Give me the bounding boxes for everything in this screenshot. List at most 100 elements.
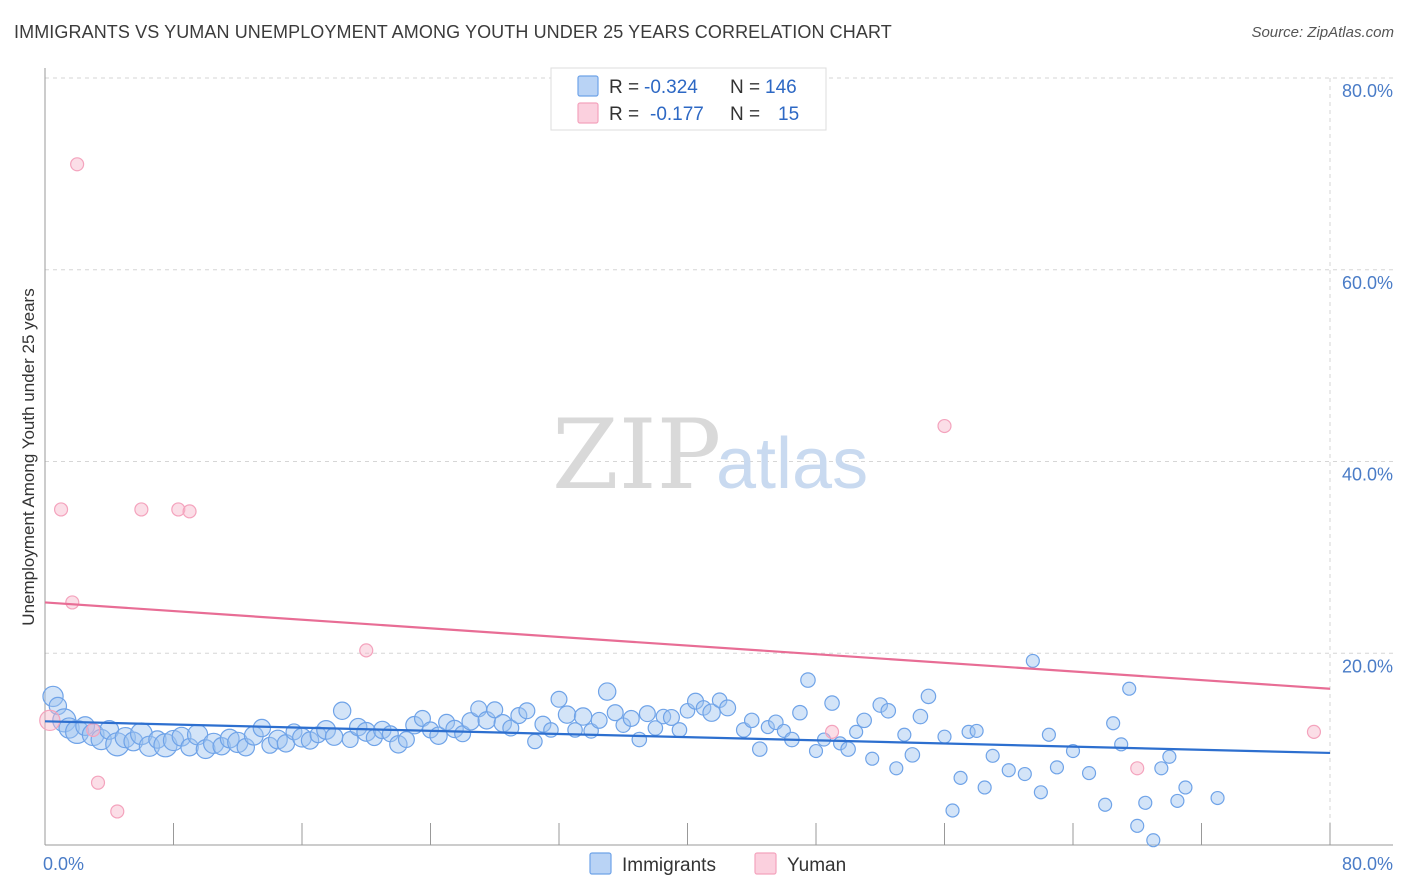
y-tick-label-2: 60.0% bbox=[1342, 273, 1393, 293]
immigrants-point-78 bbox=[662, 708, 680, 727]
yuman-point-12 bbox=[937, 418, 952, 434]
y-axis-title: Unemployment Among Youth under 25 years bbox=[19, 288, 38, 625]
chart-title: IMMIGRANTS VS YUMAN UNEMPLOYMENT AMONG Y… bbox=[14, 22, 892, 42]
yuman-point-10 bbox=[359, 643, 374, 658]
legend-n-value-1: 146 bbox=[765, 77, 797, 98]
immigrants-point-47 bbox=[413, 709, 431, 727]
immigrants-point-36 bbox=[324, 727, 344, 746]
legend-r-label-1: R = bbox=[609, 77, 639, 98]
bottom-legend-swatch-yuman bbox=[754, 852, 777, 875]
x-tick-label-max: 80.0% bbox=[1342, 854, 1393, 874]
legend-swatch-yuman bbox=[577, 102, 599, 124]
immigrants-point-136 bbox=[1146, 833, 1161, 848]
immigrants-point-106 bbox=[897, 727, 912, 742]
immigrants-point-25 bbox=[236, 737, 256, 757]
immigrants-point-116 bbox=[985, 748, 1000, 763]
immigrants-point-110 bbox=[937, 729, 952, 744]
immigrants-point-0 bbox=[42, 685, 64, 708]
immigrants-point-59 bbox=[510, 707, 528, 725]
immigrants-point-51 bbox=[445, 719, 464, 739]
immigrants-point-56 bbox=[486, 701, 504, 719]
yuman-point-4 bbox=[86, 722, 101, 738]
legend-r-value-2: -0.177 bbox=[650, 104, 704, 125]
yuman-point-14 bbox=[1306, 724, 1322, 739]
legend-r-label-2: R = bbox=[609, 104, 639, 125]
legend-top: R = -0.324 N = 146 R = -0.177 N = 15 bbox=[550, 67, 827, 131]
legend-n-label-1: N = bbox=[730, 77, 760, 98]
immigrants-point-67 bbox=[573, 707, 593, 726]
immigrants-point-126 bbox=[1106, 716, 1121, 731]
y-tick-label-1: 40.0% bbox=[1342, 465, 1393, 485]
yuman-point-1 bbox=[53, 502, 69, 517]
immigrants-point-115 bbox=[977, 780, 992, 795]
immigrants-point-62 bbox=[534, 715, 552, 733]
immigrants-point-22 bbox=[212, 737, 231, 756]
immigrants-point-33 bbox=[300, 731, 320, 750]
immigrants-point-79 bbox=[671, 722, 688, 738]
y-tick-label-0: 20.0% bbox=[1342, 656, 1393, 676]
immigrants-point-40 bbox=[356, 721, 377, 742]
immigrants-point-108 bbox=[912, 708, 929, 725]
source-credit: Source: ZipAtlas.com bbox=[1251, 24, 1394, 41]
bottom-legend-label-immigrants: Immigrants bbox=[622, 855, 716, 876]
immigrants-point-97 bbox=[824, 695, 840, 711]
immigrants-point-131 bbox=[1154, 761, 1169, 776]
bottom-legend-swatch-immigrants bbox=[589, 852, 612, 875]
watermark: ZIP atlas bbox=[552, 399, 868, 511]
immigrants-point-114 bbox=[969, 723, 984, 738]
bottom-legend-label-yuman: Yuman bbox=[787, 855, 846, 876]
yuman-point-3 bbox=[70, 157, 85, 172]
immigrants-point-124 bbox=[1081, 766, 1097, 781]
immigrants-point-71 bbox=[606, 704, 624, 722]
axes bbox=[44, 68, 1393, 846]
yuman-point-13 bbox=[1130, 761, 1145, 776]
yuman-point-9 bbox=[182, 504, 197, 519]
immigrants-point-133 bbox=[1170, 793, 1185, 808]
immigrants-point-99 bbox=[840, 741, 856, 757]
immigrants-point-109 bbox=[920, 688, 937, 705]
immigrants-point-112 bbox=[953, 770, 968, 785]
immigrants-point-94 bbox=[800, 672, 816, 688]
yuman-point-2 bbox=[65, 595, 80, 610]
immigrants-point-70 bbox=[597, 682, 617, 701]
watermark-zip: ZIP bbox=[552, 399, 721, 511]
legend-r-value-1: -0.324 bbox=[644, 77, 698, 98]
immigrants-point-69 bbox=[590, 711, 608, 729]
immigrants-point-74 bbox=[631, 731, 648, 748]
immigrants-point-107 bbox=[904, 747, 921, 763]
watermark-atlas: atlas bbox=[716, 424, 868, 504]
immigrants-point-129 bbox=[1130, 818, 1145, 833]
immigrants-point-135 bbox=[1210, 790, 1225, 806]
immigrants-point-111 bbox=[945, 803, 960, 818]
immigrants-point-88 bbox=[751, 741, 768, 757]
x-tick-labels: 0.0% 80.0% bbox=[43, 854, 1393, 874]
immigrants-point-101 bbox=[856, 712, 872, 729]
yuman-point-7 bbox=[134, 502, 149, 517]
immigrants-point-119 bbox=[1025, 653, 1040, 669]
immigrants-point-73 bbox=[622, 709, 640, 727]
immigrants-point-85 bbox=[719, 699, 737, 717]
immigrants-point-37 bbox=[332, 701, 352, 721]
immigrants-point-27 bbox=[252, 718, 272, 738]
immigrants-point-45 bbox=[397, 731, 415, 749]
immigrants-point-100 bbox=[849, 724, 864, 739]
immigrants-point-44 bbox=[389, 735, 408, 754]
y-tick-label-3: 80.0% bbox=[1342, 81, 1393, 101]
immigrants-trend-line bbox=[44, 720, 1331, 755]
immigrants-point-60 bbox=[518, 702, 536, 720]
immigrants-point-132 bbox=[1162, 749, 1177, 764]
immigrants-point-134 bbox=[1178, 780, 1193, 795]
immigrants-point-128 bbox=[1122, 681, 1137, 696]
legend-swatch-immigrants bbox=[577, 75, 599, 97]
immigrants-point-76 bbox=[647, 720, 664, 736]
immigrants-point-122 bbox=[1049, 760, 1065, 775]
yuman-point-8 bbox=[171, 502, 186, 517]
immigrants-point-118 bbox=[1017, 766, 1032, 782]
immigrants-point-102 bbox=[865, 751, 880, 766]
immigrants-point-104 bbox=[880, 702, 897, 719]
immigrants-point-103 bbox=[872, 697, 889, 713]
legend-n-label-2: N = bbox=[730, 104, 760, 125]
immigrants-point-117 bbox=[1001, 763, 1016, 778]
legend-n-value-2: 15 bbox=[778, 104, 799, 125]
